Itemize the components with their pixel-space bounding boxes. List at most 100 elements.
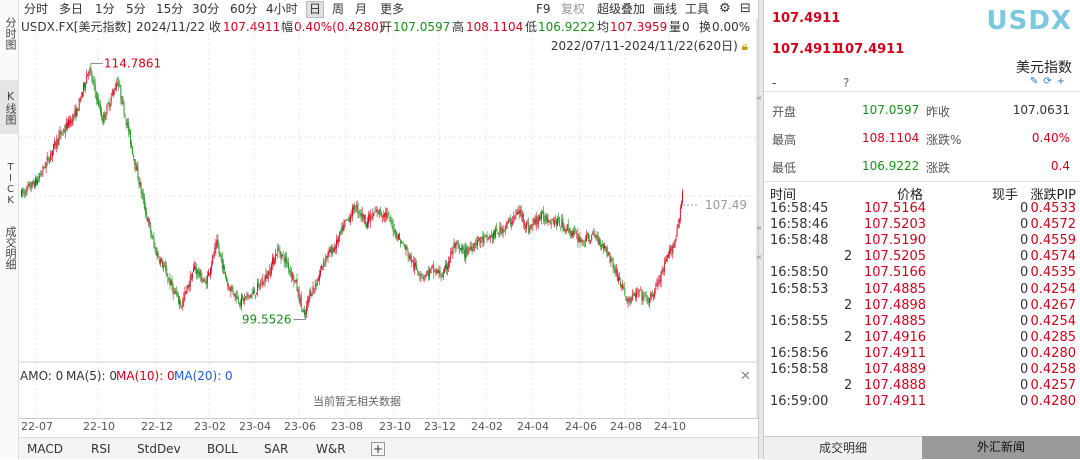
- period-tab[interactable]: 15分: [156, 2, 184, 16]
- candle-body: [402, 242, 404, 244]
- tab-stddev[interactable]: StdDev: [137, 442, 181, 456]
- candle-body: [399, 233, 400, 240]
- candle-body: [108, 103, 110, 108]
- candle-body: [403, 244, 405, 246]
- tick-time: 2: [844, 249, 853, 265]
- draw-line-button[interactable]: 画线: [653, 2, 678, 16]
- candle-body: [620, 282, 621, 286]
- candle-body: [495, 229, 497, 238]
- turnover-label: 换: [699, 20, 712, 34]
- close-icon[interactable]: ✕: [740, 369, 751, 384]
- volume-header: 现手: [992, 188, 1019, 203]
- candle-body: [58, 135, 60, 146]
- tab-tick[interactable]: TICK: [5, 162, 16, 206]
- candle-body: [601, 243, 603, 246]
- candle-body: [307, 300, 309, 306]
- candle-body: [192, 268, 194, 272]
- candle-body: [646, 298, 648, 304]
- candle-body: [354, 205, 356, 211]
- candle-body: [367, 221, 368, 228]
- adjust-button[interactable]: 复权: [561, 2, 586, 16]
- candle-body: [77, 109, 79, 111]
- tab-time-chart[interactable]: 分时图: [4, 16, 17, 50]
- candle-body: [332, 249, 334, 253]
- kline-chart[interactable]: 114.7861 99.5526 107.49: [19, 0, 760, 459]
- collapse-arrow-icon[interactable]: «: [756, 93, 763, 104]
- candle-body: [654, 291, 656, 297]
- candle-body: [549, 220, 551, 223]
- tab-sar[interactable]: SAR: [264, 442, 289, 456]
- candle-body: [574, 230, 576, 232]
- avg-label: 均: [597, 20, 610, 34]
- candle-body: [664, 260, 666, 264]
- tick-pip: 0.4257: [1030, 378, 1077, 394]
- collapse-arrow-icon[interactable]: «: [756, 252, 763, 263]
- candle-body: [210, 268, 211, 276]
- tab-boll[interactable]: BOLL: [207, 442, 238, 456]
- candle-body: [347, 217, 349, 219]
- period-tab[interactable]: 5分: [126, 2, 146, 16]
- period-tab[interactable]: 月: [355, 2, 368, 16]
- period-tab-active[interactable]: 日: [306, 1, 325, 18]
- period-tab[interactable]: 1分: [95, 2, 115, 16]
- candle-body: [598, 238, 600, 245]
- add-indicator-icon[interactable]: +: [371, 442, 385, 456]
- tab-wr[interactable]: W&R: [316, 442, 346, 456]
- tab-trade-detail[interactable]: 成交明细: [764, 436, 922, 460]
- panel-splitter[interactable]: [758, 0, 764, 459]
- tick-time: 16:58:58: [770, 362, 829, 377]
- candle-body: [512, 221, 514, 224]
- tick-time: 16:58:53: [770, 281, 829, 297]
- candle-body: [184, 292, 186, 298]
- candle-body: [203, 279, 205, 281]
- collapse-arrow-icon[interactable]: «: [756, 223, 763, 234]
- f9-button[interactable]: F9: [536, 2, 551, 16]
- period-tab[interactable]: 30分: [192, 2, 220, 16]
- lock-icon[interactable]: 🔒︎: [741, 39, 748, 53]
- period-tab[interactable]: 多日: [59, 2, 84, 16]
- tab-rsi[interactable]: RSI: [91, 442, 111, 456]
- candle-body: [457, 242, 459, 248]
- candle-body: [501, 229, 503, 234]
- candle-body: [387, 213, 389, 215]
- candle-body: [81, 92, 83, 97]
- candle-body: [257, 284, 258, 292]
- candle-body: [661, 269, 663, 273]
- candle-body: [283, 256, 285, 263]
- candle-body: [85, 83, 87, 89]
- candle-body: [74, 110, 76, 116]
- period-tab[interactable]: 分时: [24, 2, 49, 16]
- candle-body: [412, 261, 414, 268]
- candle-body: [243, 298, 245, 302]
- candle-body: [270, 264, 272, 274]
- candle-body: [373, 213, 375, 215]
- candle-body: [603, 244, 604, 249]
- tools-button[interactable]: 工具: [685, 2, 710, 16]
- candle-body: [486, 234, 488, 239]
- candle-body: [327, 252, 329, 258]
- candle-body: [407, 250, 409, 257]
- candle-body: [218, 247, 220, 253]
- candle-body: [657, 281, 659, 287]
- tick-price: 107.4889: [864, 362, 927, 377]
- candle-body: [575, 232, 577, 234]
- period-tab[interactable]: 周: [332, 2, 345, 16]
- tab-kline[interactable]: K线图: [0, 80, 18, 134]
- tick-pip: 0.4535: [1030, 265, 1077, 281]
- settings-gear-icon[interactable]: ⚙: [719, 1, 731, 16]
- more-periods-button[interactable]: 更多: [380, 2, 405, 16]
- change-pct-value: 0.40%: [1031, 131, 1070, 145]
- candle-body: [569, 231, 571, 234]
- tab-macd[interactable]: MACD: [27, 442, 63, 456]
- overlay-button[interactable]: 超级叠加: [597, 2, 646, 16]
- tab-trade-detail[interactable]: 成交明细: [4, 226, 17, 270]
- candle-body: [430, 268, 431, 270]
- candle-body: [298, 290, 300, 302]
- minimize-icon[interactable]: ⊟: [740, 1, 751, 16]
- candle-body: [357, 203, 359, 213]
- period-tab[interactable]: 60分: [230, 2, 258, 16]
- candle-body: [236, 296, 238, 299]
- period-tab[interactable]: 4小时: [266, 2, 298, 16]
- tab-fx-news[interactable]: 外汇新闻: [922, 436, 1080, 459]
- quote-tools-icons[interactable]: ✎⟳+: [1029, 76, 1070, 87]
